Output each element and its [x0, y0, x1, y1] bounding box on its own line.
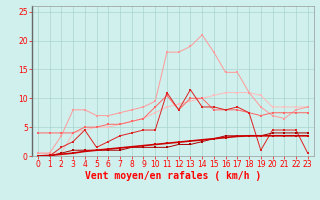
X-axis label: Vent moyen/en rafales ( km/h ): Vent moyen/en rafales ( km/h ) [85, 171, 261, 181]
